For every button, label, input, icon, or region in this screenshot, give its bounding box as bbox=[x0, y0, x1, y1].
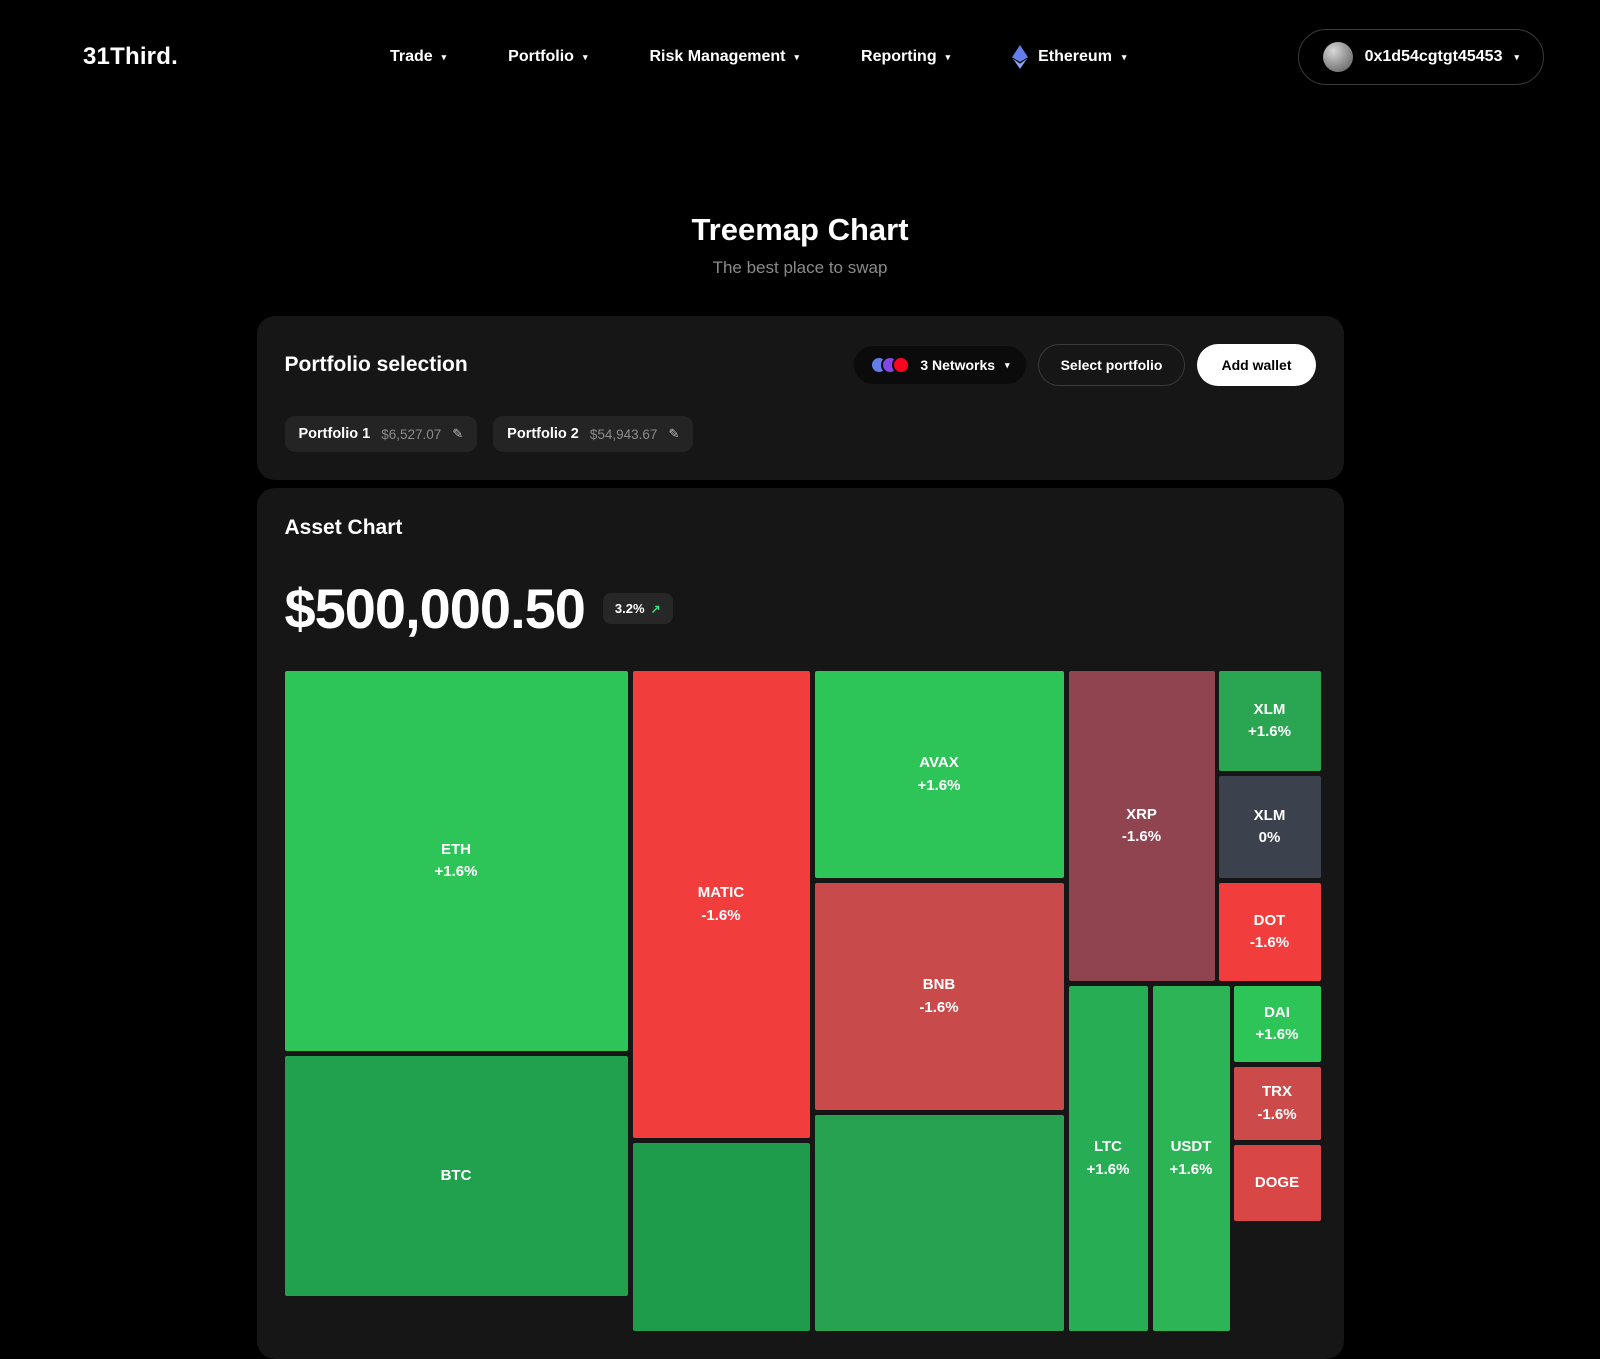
chevron-down-icon: ▾ bbox=[945, 51, 951, 62]
tile-change: -1.6% bbox=[1257, 1105, 1297, 1123]
portfolio-actions: 3 Networks ▾ Select portfolio Add wallet bbox=[854, 344, 1316, 386]
chevron-down-icon: ▾ bbox=[1005, 359, 1010, 370]
ethereum-icon bbox=[1012, 45, 1029, 69]
tile-symbol: XRP bbox=[1126, 805, 1157, 823]
portfolio-chip-2[interactable]: Portfolio 2 $54,943.67 ✎ bbox=[493, 416, 694, 452]
tile-symbol: BTC bbox=[440, 1166, 472, 1184]
wallet-address: 0x1d54cgtgt45453 bbox=[1364, 48, 1503, 65]
treemap-tile-xlm[interactable]: XLM +1.6% bbox=[1218, 671, 1321, 771]
treemap-tile-btc[interactable]: BTC bbox=[284, 1056, 628, 1296]
treemap: ETH +1.6% BTC MATIC -1.6% AVAX +1.6% BNB -1.6% XR… bbox=[284, 671, 1321, 1331]
tile-symbol: DOT bbox=[1253, 911, 1286, 929]
asset-chart-card: Asset Chart $500,000.50 3.2% ↗ ETH +1.6% B… bbox=[256, 488, 1344, 1359]
logo[interactable]: 31Third. bbox=[83, 43, 178, 70]
networks-label: 3 Networks bbox=[920, 357, 996, 373]
treemap-tile-xrp[interactable]: XRP -1.6% bbox=[1068, 671, 1215, 981]
change-badge: 3.2% ↗ bbox=[602, 593, 673, 624]
treemap-tile-eth[interactable]: ETH +1.6% bbox=[284, 671, 628, 1051]
portfolio-chip-value: $54,943.67 bbox=[589, 426, 658, 442]
treemap-tile-usdt[interactable]: USDT +1.6% bbox=[1152, 986, 1230, 1331]
tile-change: +1.6% bbox=[1248, 723, 1291, 740]
treemap-tile-doge[interactable]: DOGE bbox=[1233, 1145, 1321, 1221]
network-selector[interactable]: Ethereum ▾ bbox=[1012, 45, 1126, 69]
tile-change: +1.6% bbox=[1086, 1160, 1130, 1178]
tile-change: +1.6% bbox=[1255, 1026, 1299, 1043]
chevron-down-icon: ▾ bbox=[794, 51, 800, 62]
portfolio-chip-name: Portfolio 1 bbox=[298, 426, 371, 442]
treemap-tile-avax[interactable]: AVAX +1.6% bbox=[814, 671, 1064, 878]
tile-symbol: DAI bbox=[1264, 1003, 1290, 1021]
portfolio-selection-card: Portfolio selection 3 Networks ▾ Select … bbox=[256, 316, 1344, 480]
networks-dropdown[interactable]: 3 Networks ▾ bbox=[854, 346, 1026, 384]
select-portfolio-button[interactable]: Select portfolio bbox=[1037, 344, 1186, 386]
treemap-tile-dai[interactable]: DAI +1.6% bbox=[1233, 986, 1321, 1062]
tile-symbol: BNB bbox=[922, 976, 956, 994]
top-nav: 31Third. Trade ▾ Portfolio ▾ Risk Management… bbox=[0, 0, 1600, 114]
chevron-down-icon: ▾ bbox=[582, 51, 588, 62]
portfolio-total-value: $500,000.50 bbox=[284, 577, 586, 640]
tile-change: 0% bbox=[1258, 829, 1281, 846]
page-header: Treemap Chart The best place to swap bbox=[257, 212, 1344, 278]
nav-item-trade[interactable]: Trade ▾ bbox=[389, 48, 447, 65]
tile-symbol: USDT bbox=[1170, 1138, 1212, 1156]
treemap-tile[interactable] bbox=[814, 1115, 1064, 1331]
portfolio-chip-value: $6,527.07 bbox=[381, 426, 442, 442]
tile-change: +1.6% bbox=[917, 776, 961, 794]
tile-change: -1.6% bbox=[1249, 934, 1290, 951]
treemap-tile-xlm[interactable]: XLM 0% bbox=[1218, 776, 1321, 878]
chevron-down-icon: ▾ bbox=[1514, 51, 1519, 62]
wallet-button[interactable]: 0x1d54cgtgt45453 ▾ bbox=[1297, 29, 1544, 85]
optimism-network-icon bbox=[892, 356, 911, 374]
edit-icon[interactable]: ✎ bbox=[668, 426, 680, 441]
change-value: 3.2% bbox=[614, 601, 645, 616]
chevron-down-icon: ▾ bbox=[1121, 51, 1127, 62]
tile-symbol: DOGE bbox=[1254, 1173, 1300, 1191]
nav-item-portfolio[interactable]: Portfolio ▾ bbox=[508, 48, 588, 65]
tile-change: -1.6% bbox=[919, 998, 959, 1016]
treemap-tile-dot[interactable]: DOT -1.6% bbox=[1218, 883, 1321, 981]
page-subtitle: The best place to swap bbox=[712, 258, 888, 277]
tile-symbol: ETH bbox=[441, 840, 471, 858]
treemap-tile-matic[interactable]: MATIC -1.6% bbox=[632, 671, 810, 1138]
tile-change: -1.6% bbox=[1121, 828, 1162, 845]
tile-symbol: MATIC bbox=[697, 884, 745, 902]
tile-symbol: XLM bbox=[1253, 700, 1286, 718]
treemap-tile-ltc[interactable]: LTC +1.6% bbox=[1068, 986, 1148, 1331]
tile-change: +1.6% bbox=[434, 863, 478, 880]
treemap-tile[interactable] bbox=[632, 1143, 810, 1331]
page-content: Treemap Chart The best place to swap Por… bbox=[256, 212, 1344, 1359]
page-title: Treemap Chart bbox=[691, 212, 909, 247]
tile-change: +1.6% bbox=[1169, 1160, 1213, 1178]
wallet-avatar bbox=[1322, 42, 1353, 72]
nav-item-risk-management[interactable]: Risk Management ▾ bbox=[649, 48, 800, 65]
add-wallet-button[interactable]: Add wallet bbox=[1197, 344, 1316, 386]
asset-chart-title: Asset Chart bbox=[284, 516, 403, 539]
tile-symbol: XLM bbox=[1253, 806, 1286, 824]
tile-symbol: LTC bbox=[1093, 1138, 1123, 1156]
network-icons bbox=[870, 356, 911, 374]
nav-items: Trade ▾ Portfolio ▾ Risk Management ▾ Reportin… bbox=[390, 48, 950, 66]
trend-up-icon: ↗ bbox=[650, 601, 661, 616]
treemap-tile-bnb[interactable]: BNB -1.6% bbox=[814, 883, 1064, 1110]
portfolio-selection-title: Portfolio selection bbox=[284, 353, 468, 376]
tile-symbol: AVAX bbox=[919, 754, 959, 772]
edit-icon[interactable]: ✎ bbox=[452, 426, 464, 441]
chevron-down-icon: ▾ bbox=[441, 51, 447, 62]
tile-change: -1.6% bbox=[701, 906, 741, 924]
tile-symbol: TRX bbox=[1262, 1083, 1292, 1101]
nav-item-reporting[interactable]: Reporting ▾ bbox=[861, 48, 951, 65]
network-label: Ethereum bbox=[1038, 48, 1112, 65]
treemap-tile-trx[interactable]: TRX -1.6% bbox=[1233, 1067, 1321, 1140]
portfolio-chip-1[interactable]: Portfolio 1 $6,527.07 ✎ bbox=[284, 416, 478, 452]
portfolio-chip-name: Portfolio 2 bbox=[507, 426, 579, 442]
portfolio-chips: Portfolio 1 $6,527.07 ✎ Portfolio 2 $54,943.… bbox=[284, 416, 1316, 452]
